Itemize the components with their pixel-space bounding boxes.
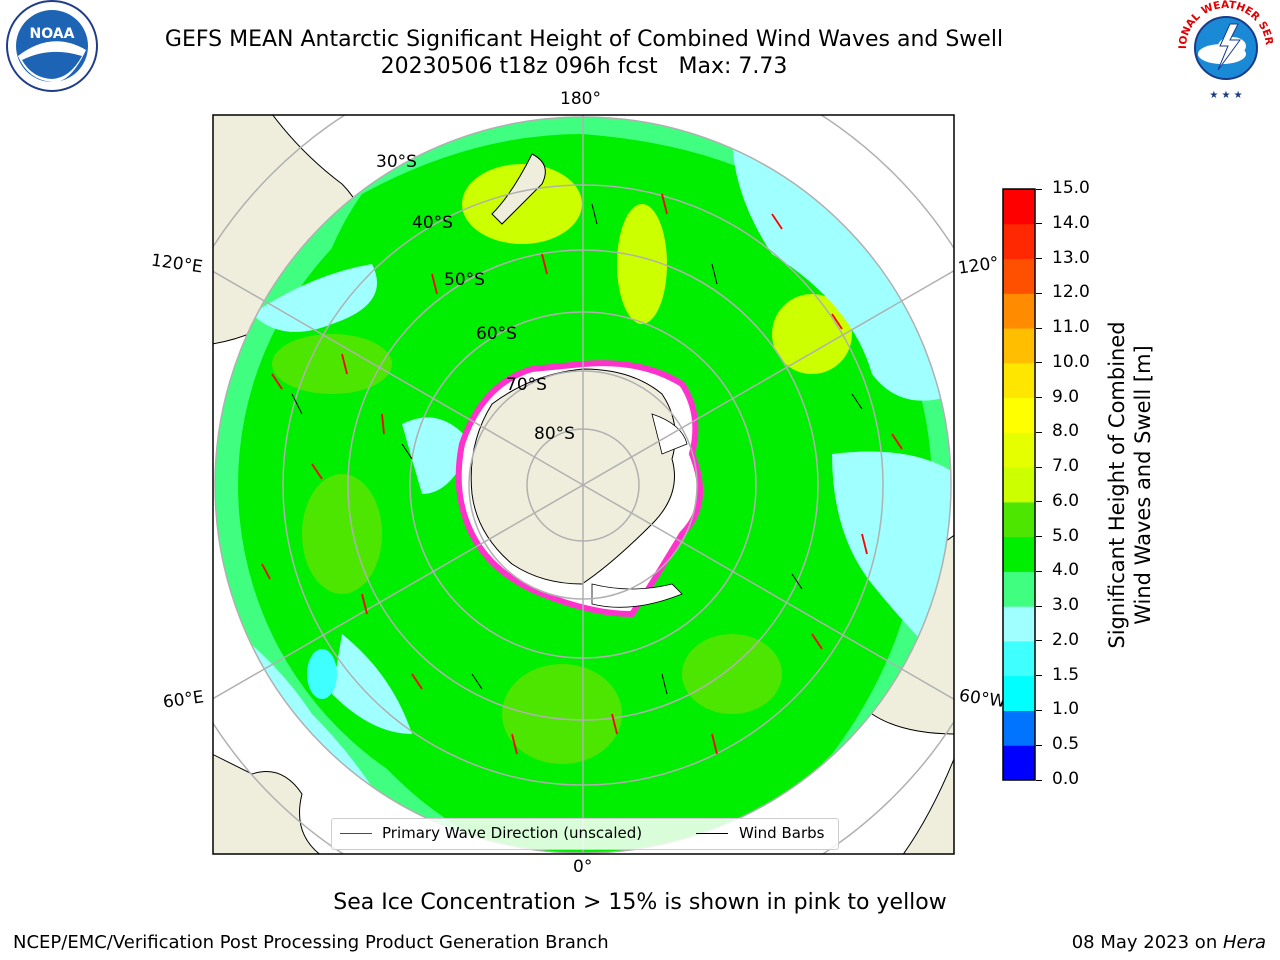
run-date-text: 08 May 2023 on	[1071, 932, 1223, 953]
colorbar-tick-label: 15.0	[1052, 178, 1090, 198]
lon-label-0: 0°	[573, 857, 593, 877]
map-frame	[212, 114, 955, 855]
colorbar-tick-mark	[1036, 362, 1042, 364]
colorbar-tick-mark	[1036, 779, 1042, 781]
wind-barbs	[291, 203, 863, 695]
map-legend: Primary Wave Direction (unscaled) Wind B…	[331, 818, 839, 850]
colorbar-tick-mark	[1036, 466, 1042, 468]
lat-label-60s: 60°S	[476, 324, 517, 344]
wind-barb-swatch	[696, 833, 728, 834]
colorbar-tick-mark	[1036, 536, 1042, 538]
colorbar-tick-label: 12.0	[1052, 282, 1090, 303]
colorbar-tick-mark	[1036, 292, 1042, 294]
colorbar-tick-label: 11.0	[1052, 317, 1090, 338]
colorbar-segment	[1003, 501, 1035, 538]
colorbar-segment	[1003, 258, 1035, 294]
colorbar	[1002, 188, 1036, 781]
colorbar-tick-label: 1.5	[1052, 664, 1080, 685]
lat-label-80s: 80°S	[534, 424, 575, 444]
africa-landmass	[213, 753, 321, 854]
colorbar-segment	[1003, 536, 1035, 572]
colorbar-segment	[1003, 328, 1035, 364]
lat-label-30s: 30°S	[376, 152, 417, 172]
colorbar-tick-label: 0.5	[1052, 734, 1080, 755]
colorbar-tick-mark	[1036, 397, 1042, 399]
colorbar-tick-mark	[1036, 258, 1042, 260]
colorbar-segment	[1003, 397, 1035, 433]
map-subtitle: 20230506 t18z 096h fcst Max: 7.73	[380, 54, 788, 79]
wave-direction-arrows	[261, 193, 903, 755]
run-date: 08 May 2023 on Hera	[1072, 932, 1266, 953]
colorbar-tick-mark	[1036, 431, 1042, 433]
colorbar-tick-label: 2.0	[1052, 629, 1080, 650]
colorbar-segment	[1003, 467, 1035, 503]
noaa-logo-text: NOAA	[30, 26, 75, 42]
colorbar-segment	[1003, 710, 1035, 746]
colorbar-tick-mark	[1036, 570, 1042, 572]
machine-name: Hera	[1222, 932, 1266, 953]
lon-label-180: 180°	[560, 89, 601, 109]
legend-barb-label: Wind Barbs	[739, 824, 825, 842]
svg-text:★ ★ ★: ★ ★ ★	[1209, 90, 1242, 101]
colorbar-tick-label: 0.0	[1052, 769, 1080, 789]
colorbar-tick-label: 14.0	[1052, 212, 1090, 233]
colorbar-tick-label: 8.0	[1052, 421, 1080, 442]
nws-logo: NATIONAL WEATHER SERVICE ★ ★ ★	[1172, 0, 1275, 101]
colorbar-tick-label: 4.0	[1052, 560, 1080, 581]
colorbar-segment	[1003, 745, 1035, 781]
colorbar-segment	[1003, 223, 1035, 260]
colorbar-segment	[1003, 432, 1035, 468]
colorbar-title-line1: Significant Height of Combined	[1105, 321, 1129, 649]
colorbar-tick-mark	[1036, 327, 1042, 329]
colorbar-tick-mark	[1036, 675, 1042, 677]
colorbar-tick-mark	[1036, 709, 1042, 711]
lon-label-60e: 60°E	[161, 687, 206, 713]
colorbar-tick-mark	[1036, 223, 1042, 225]
sea-ice-caption: Sea Ice Concentration > 15% is shown in …	[333, 890, 947, 915]
lat-label-40s: 40°S	[412, 213, 453, 233]
colorbar-segment	[1003, 640, 1035, 677]
noaa-logo: NOAA	[6, 0, 98, 92]
colorbar-title-line2: Wind Waves and Swell [m]	[1131, 345, 1155, 625]
colorbar-tick-mark	[1036, 501, 1042, 503]
colorbar-tick-mark	[1036, 640, 1042, 642]
colorbar-tick-label: 13.0	[1052, 247, 1090, 268]
colorbar-tick-mark	[1036, 744, 1042, 746]
colorbar-tick-label: 1.0	[1052, 699, 1080, 720]
colorbar-title: Significant Height of Combined Wind Wave…	[1104, 305, 1156, 665]
map-title: GEFS MEAN Antarctic Significant Height o…	[164, 27, 1004, 52]
colorbar-segment	[1003, 189, 1035, 225]
meridians	[213, 115, 954, 854]
legend-wave-label: Primary Wave Direction (unscaled)	[382, 824, 643, 842]
colorbar-tick-mark	[1036, 605, 1042, 607]
colorbar-tick-label: 6.0	[1052, 490, 1080, 511]
colorbar-tick-mark	[1036, 188, 1042, 190]
colorbar-tick-label: 10.0	[1052, 351, 1090, 372]
colorbar-segment	[1003, 293, 1035, 329]
polar-map	[212, 114, 955, 855]
lon-label-120w: 120°	[956, 253, 1001, 279]
colorbar-tick-label: 9.0	[1052, 386, 1080, 407]
colorbar-tick-label: 3.0	[1052, 595, 1080, 616]
lat-label-70s: 70°S	[506, 375, 547, 395]
colorbar-segment	[1003, 571, 1035, 607]
colorbar-segment	[1003, 362, 1035, 399]
credit-line: NCEP/EMC/Verification Post Processing Pr…	[13, 932, 609, 953]
lon-label-120e: 120°E	[149, 250, 204, 278]
colorbar-tick-label: 7.0	[1052, 456, 1080, 477]
colorbar-segment	[1003, 606, 1035, 642]
lat-label-50s: 50°S	[444, 270, 485, 290]
colorbar-tick-label: 5.0	[1052, 525, 1080, 546]
wave-direction-swatch	[340, 833, 372, 834]
new-zealand	[491, 153, 546, 225]
lon-label-60w: 60°W	[957, 685, 1008, 713]
colorbar-segment	[1003, 675, 1035, 711]
